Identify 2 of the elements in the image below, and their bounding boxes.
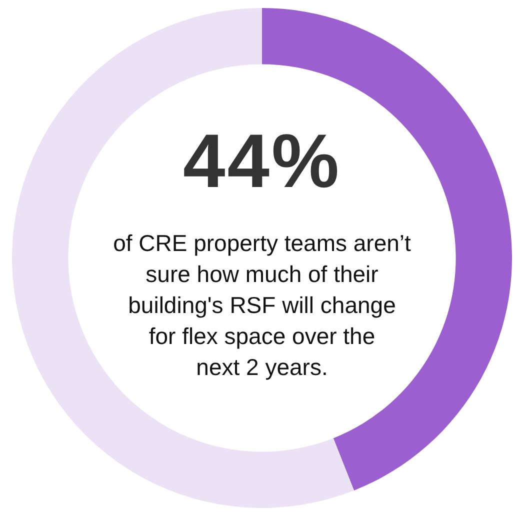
text: of CRE property teams aren’t sure how much of their building's RSF will change for flex space over the next 2 years.: [112, 229, 412, 382]
text: 44%: [182, 118, 342, 205]
